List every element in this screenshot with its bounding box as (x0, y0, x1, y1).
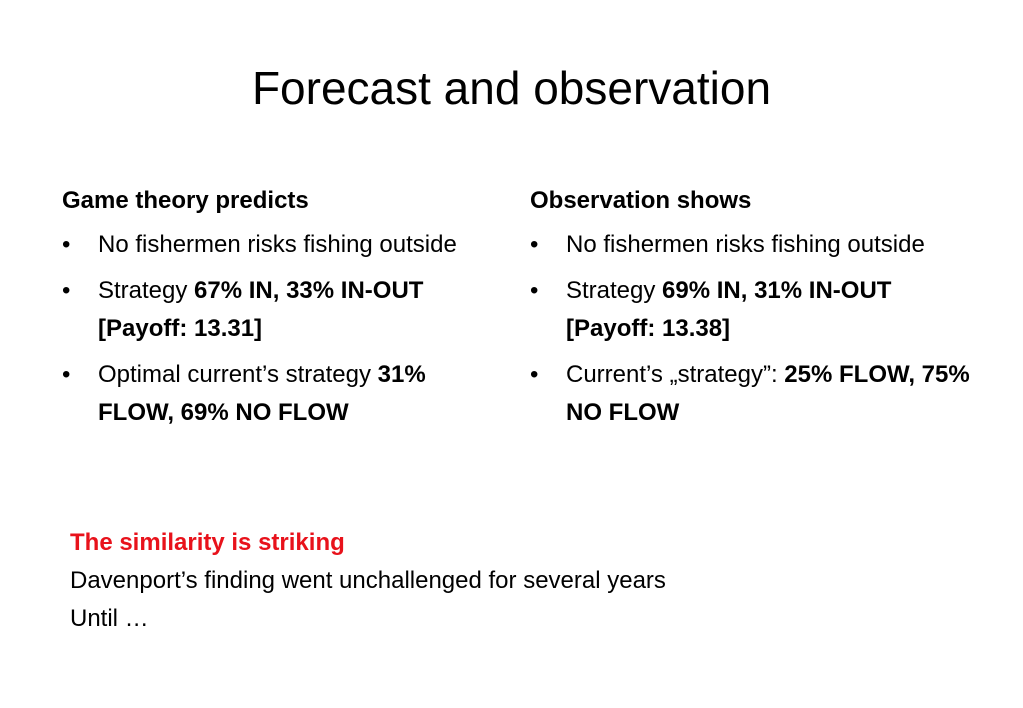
similarity-highlight: The similarity is striking (70, 529, 345, 556)
slide-title: Forecast and observation (251, 62, 772, 114)
right-bullet-2-prefix: Strategy (566, 277, 663, 304)
right-bullet-2: Strategy 69% IN, 31% IN-OUT [Payoff: 13.… (530, 272, 970, 348)
left-bullet-2-bold: 67% IN, 33% IN-OUT [Payoff: 13.31] (98, 277, 424, 342)
right-bullet-3-prefix: Current’s „strategy”: (566, 361, 785, 388)
left-bullet-list: No fishermen risks fishing outside Strat… (62, 226, 502, 432)
right-bullet-list: No fishermen risks fishing outside Strat… (530, 226, 970, 432)
left-bullet-3-prefix: Optimal current’s strategy (98, 361, 378, 388)
left-bullet-3: Optimal current’s strategy 31% FLOW, 69%… (62, 356, 502, 432)
left-bullet-2: Strategy 67% IN, 33% IN-OUT [Payoff: 13.… (62, 272, 502, 348)
right-column-heading: Observation shows (530, 187, 752, 214)
right-bullet-1: No fishermen risks fishing outside (530, 226, 970, 264)
right-bullet-1-text: No fishermen risks fishing outside (566, 231, 925, 258)
footer-notes: The similarity is striking Davenport’s f… (70, 524, 970, 638)
left-bullet-1-text: No fishermen risks fishing outside (98, 231, 457, 258)
right-column: Observation shows No fishermen risks fis… (530, 184, 970, 440)
left-bullet-2-prefix: Strategy (98, 277, 195, 304)
left-column-heading: Game theory predicts (62, 187, 309, 214)
right-bullet-3-bold: 25% FLOW, 75% NO FLOW (566, 361, 970, 426)
left-column: Game theory predicts No fishermen risks … (62, 184, 502, 440)
davenport-note: Davenport’s finding went unchallenged fo… (70, 567, 666, 594)
left-bullet-1: No fishermen risks fishing outside (62, 226, 502, 264)
right-bullet-2-bold: 69% IN, 31% IN-OUT [Payoff: 13.38] (566, 277, 892, 342)
right-bullet-3: Current’s „strategy”: 25% FLOW, 75% NO F… (530, 356, 970, 432)
until-note: Until … (70, 605, 149, 632)
left-bullet-3-bold: 31% FLOW, 69% NO FLOW (98, 361, 426, 426)
